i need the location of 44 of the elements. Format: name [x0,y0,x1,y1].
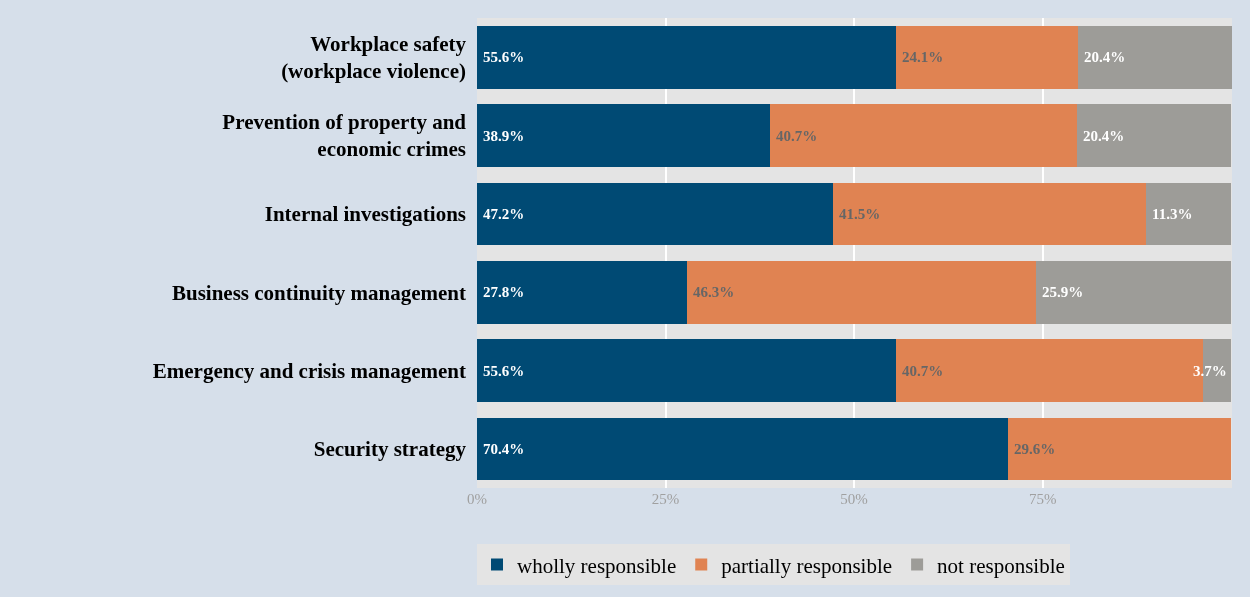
bar [477,25,897,89]
data-label: 27.8% [483,284,525,300]
y-tick-label: Business continuity management [171,280,467,305]
data-label: 46.3% [693,284,735,300]
y-tick-label: Workplace safety (workplace violence) [281,31,467,84]
bar [1007,417,1232,481]
x-tick-label: 50% [840,491,868,507]
bar [1146,182,1232,246]
legend-label: wholly responsible [517,553,677,578]
legend-label: not responsible [937,553,1065,578]
legend-label: partially responsible [721,553,893,578]
y-tick-label: Internal investigations [264,202,466,227]
data-label: 55.6% [483,49,525,65]
data-label: 25.9% [1042,284,1084,300]
data-label: 24.1% [902,49,944,65]
y-tick-label: Security strategy [313,437,467,462]
data-label: 38.9% [483,128,525,144]
data-label: 40.7% [902,363,944,379]
x-tick-label: 75% [1028,491,1057,507]
data-label: 70.4% [483,441,525,457]
bar [477,104,771,167]
bar [833,182,1147,246]
data-label: 47.2% [483,206,525,222]
bar [477,260,687,324]
data-label: 55.6% [483,363,525,379]
data-label: 29.6% [1014,441,1056,457]
bar [477,182,833,246]
bar [477,417,1008,481]
data-label: 41.5% [839,206,881,222]
y-tick-label: Emergency and crisis management [152,358,466,383]
bar [686,260,1036,324]
data-label: 40.7% [776,128,818,144]
bar [477,339,897,402]
data-label: 11.3% [1152,206,1193,222]
bar [896,25,1079,89]
x-tick-label: 0% [467,491,487,507]
data-label: 20.4% [1084,49,1126,65]
x-tick-label: 25% [651,491,680,507]
bar [1035,260,1232,324]
bar [770,104,1078,167]
y-tick-label: Prevention of property and economic crimes [222,110,467,162]
bar [1077,104,1232,167]
bar [1078,25,1232,89]
data-label: 20.4% [1083,128,1125,144]
